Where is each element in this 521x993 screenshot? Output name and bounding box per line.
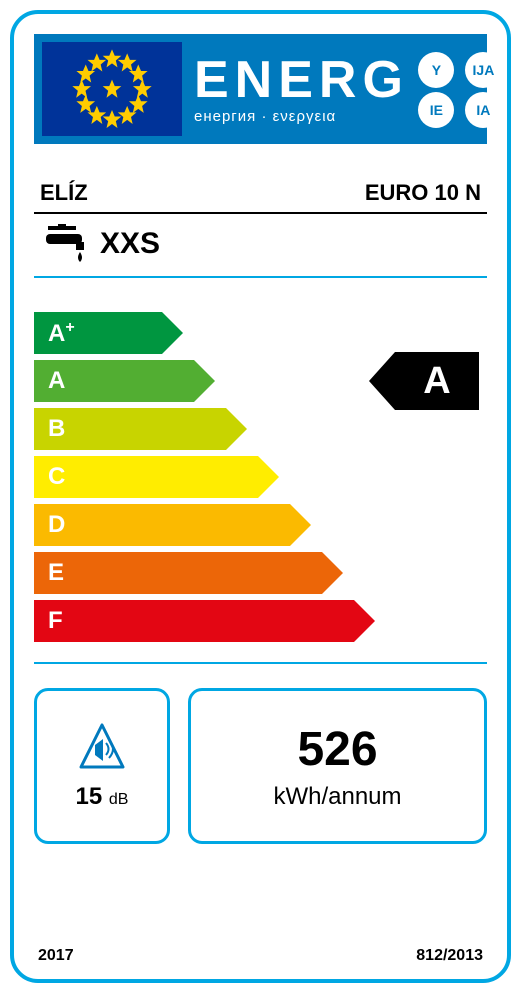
load-profile-row: XXS — [34, 224, 487, 278]
load-profile: XXS — [100, 227, 160, 261]
energ-wordmark: ENERG енергия · ενεργεια — [190, 34, 409, 144]
class-row-B: B — [34, 408, 247, 450]
label-year: 2017 — [38, 947, 74, 965]
class-row-F: F — [34, 600, 375, 642]
sound-value-line: 15 dB — [76, 783, 129, 811]
bubble-y: Y — [418, 52, 454, 88]
bubble-ija: IJA — [465, 52, 501, 88]
class-row-D: D — [34, 504, 311, 546]
class-row-C: C — [34, 456, 279, 498]
bubble-ie: IE — [418, 92, 454, 128]
bubble-ia: IA — [465, 92, 501, 128]
sound-unit: dB — [109, 791, 129, 808]
consumption-value: 526 — [297, 722, 377, 777]
header: ENERG енергия · ενεργεια Y IJA IE IA — [34, 34, 487, 144]
class-letter: E — [34, 559, 64, 587]
class-row-E: E — [34, 552, 343, 594]
energ-subtitle: енергия · ενεργεια — [194, 108, 409, 125]
regulation-number: 812/2013 — [416, 947, 483, 965]
supplier-name: ELÍZ — [40, 180, 88, 206]
class-row-A+: A+ — [34, 312, 183, 354]
class-letter: C — [34, 463, 65, 491]
language-suffix-bubbles: Y IJA IE IA — [409, 34, 511, 144]
class-letter: B — [34, 415, 65, 443]
class-row-A: A — [34, 360, 215, 402]
efficiency-scale: A+ABCDEFA — [34, 312, 487, 664]
tap-icon — [40, 224, 88, 264]
class-letter: D — [34, 511, 65, 539]
eu-flag-icon — [42, 42, 182, 136]
supplier-model-row: ELÍZ EURO 10 N — [34, 180, 487, 214]
class-letter: A+ — [34, 319, 75, 348]
rating-pointer: A — [369, 352, 479, 410]
model-name: EURO 10 N — [365, 180, 481, 206]
energ-title: ENERG — [194, 54, 409, 106]
metrics-row: 15 dB 526 kWh/annum — [34, 688, 487, 844]
footer-row: 2017 812/2013 — [38, 947, 483, 965]
consumption-box: 526 kWh/annum — [188, 688, 487, 844]
class-letter: F — [34, 607, 63, 635]
sound-icon — [75, 721, 129, 775]
class-letter: A — [34, 367, 65, 395]
sound-power-box: 15 dB — [34, 688, 170, 844]
rating-letter: A — [395, 352, 479, 410]
energy-label: ENERG енергия · ενεργεια Y IJA IE IA ELÍ… — [10, 10, 511, 983]
sound-value: 15 — [76, 783, 103, 810]
consumption-unit: kWh/annum — [273, 783, 401, 811]
